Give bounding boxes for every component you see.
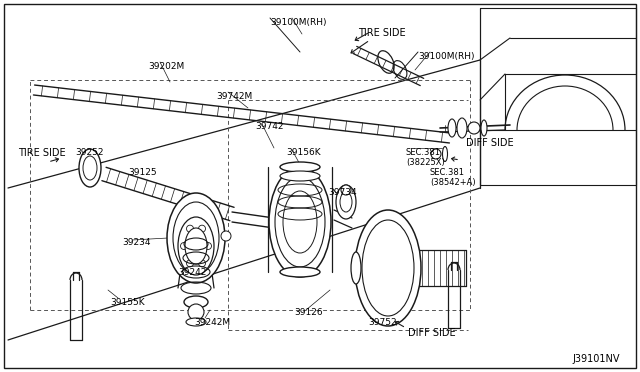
- Circle shape: [431, 149, 441, 159]
- Ellipse shape: [280, 267, 320, 277]
- Text: 39100M(RH): 39100M(RH): [418, 52, 474, 61]
- Text: 39100M(RH): 39100M(RH): [270, 18, 326, 27]
- Ellipse shape: [283, 191, 317, 253]
- Text: 39202M: 39202M: [148, 62, 184, 71]
- Text: TIRE SIDE: TIRE SIDE: [18, 148, 66, 158]
- Text: DIFF SIDE: DIFF SIDE: [408, 328, 456, 338]
- Ellipse shape: [186, 318, 206, 326]
- Ellipse shape: [79, 149, 101, 187]
- Ellipse shape: [362, 220, 414, 316]
- Ellipse shape: [167, 193, 225, 283]
- Ellipse shape: [351, 252, 361, 284]
- Text: TIRE SIDE: TIRE SIDE: [358, 28, 406, 38]
- Text: 39752: 39752: [368, 318, 397, 327]
- Ellipse shape: [280, 171, 320, 181]
- Ellipse shape: [184, 296, 208, 308]
- Ellipse shape: [275, 177, 325, 267]
- Text: 39742: 39742: [255, 122, 284, 131]
- Ellipse shape: [83, 156, 97, 180]
- Text: 39155K: 39155K: [110, 298, 145, 307]
- Ellipse shape: [448, 119, 456, 137]
- Ellipse shape: [340, 192, 352, 212]
- Text: 39734: 39734: [328, 188, 356, 197]
- Circle shape: [221, 231, 231, 241]
- Text: 39156K: 39156K: [286, 148, 321, 157]
- Ellipse shape: [280, 162, 320, 172]
- Ellipse shape: [173, 202, 219, 274]
- FancyBboxPatch shape: [4, 4, 636, 368]
- Ellipse shape: [481, 120, 487, 136]
- Text: DIFF SIDE: DIFF SIDE: [466, 138, 514, 148]
- Text: SEC.381
(38225X): SEC.381 (38225X): [406, 148, 445, 167]
- Text: J39101NV: J39101NV: [572, 354, 620, 364]
- Ellipse shape: [185, 228, 207, 264]
- Text: 39742M: 39742M: [216, 92, 252, 101]
- Ellipse shape: [269, 167, 331, 277]
- Text: 39252: 39252: [75, 148, 104, 157]
- Text: 39126: 39126: [294, 308, 323, 317]
- Text: 39242: 39242: [178, 268, 206, 277]
- Text: 39125: 39125: [128, 168, 157, 177]
- Circle shape: [341, 185, 351, 195]
- Circle shape: [468, 122, 480, 134]
- Ellipse shape: [442, 147, 447, 161]
- Ellipse shape: [457, 118, 467, 138]
- Ellipse shape: [355, 210, 421, 326]
- Text: 39234: 39234: [122, 238, 150, 247]
- Text: 39242M: 39242M: [194, 318, 230, 327]
- Ellipse shape: [336, 185, 356, 219]
- Circle shape: [188, 304, 204, 320]
- Text: SEC.381
(38542+A): SEC.381 (38542+A): [430, 168, 476, 187]
- Ellipse shape: [178, 217, 214, 275]
